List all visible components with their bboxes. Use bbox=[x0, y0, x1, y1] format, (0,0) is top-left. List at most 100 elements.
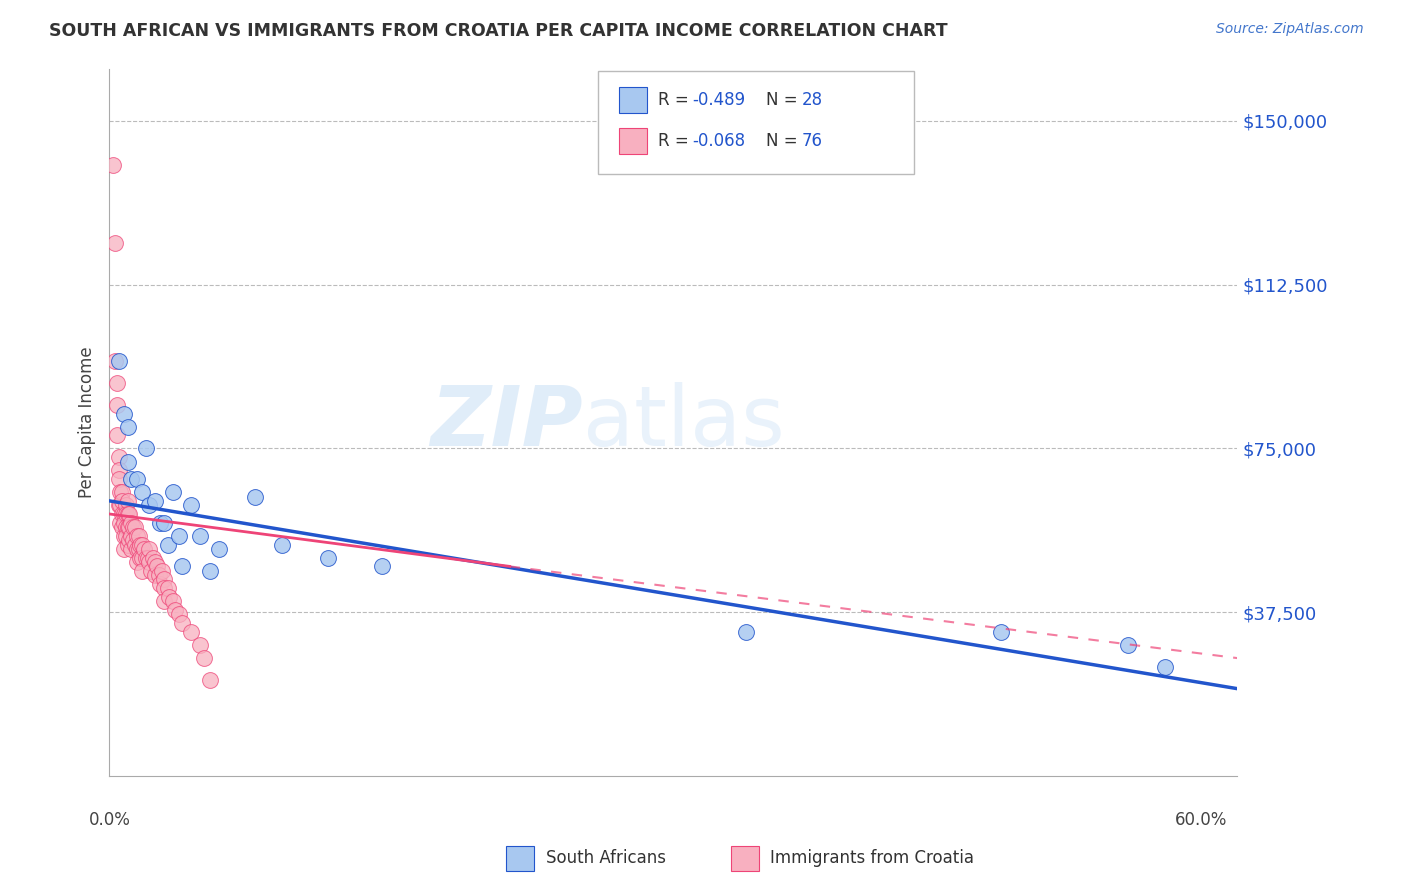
Point bbox=[105, 376, 128, 390]
Point bbox=[125, 529, 148, 543]
Point bbox=[271, 537, 294, 551]
Point bbox=[115, 520, 138, 534]
Point bbox=[172, 616, 194, 631]
Text: ZIP: ZIP bbox=[430, 382, 583, 463]
Point bbox=[105, 398, 128, 412]
Point bbox=[101, 158, 124, 172]
Point bbox=[120, 472, 142, 486]
Point bbox=[125, 555, 148, 569]
Point bbox=[198, 673, 221, 687]
Point bbox=[162, 594, 184, 608]
Point bbox=[142, 550, 165, 565]
Point bbox=[107, 450, 129, 465]
Point bbox=[138, 498, 160, 512]
Point bbox=[104, 236, 127, 251]
Point bbox=[316, 550, 339, 565]
Text: R =: R = bbox=[658, 91, 695, 109]
Text: 0.0%: 0.0% bbox=[89, 811, 131, 829]
Point bbox=[243, 490, 266, 504]
Point bbox=[115, 507, 138, 521]
Point bbox=[117, 454, 139, 468]
Text: Immigrants from Croatia: Immigrants from Croatia bbox=[770, 849, 974, 867]
Point bbox=[198, 564, 221, 578]
Point bbox=[120, 541, 142, 556]
Point bbox=[107, 463, 129, 477]
Point bbox=[153, 516, 176, 530]
Point bbox=[117, 494, 139, 508]
Text: atlas: atlas bbox=[583, 382, 785, 463]
Point bbox=[132, 541, 155, 556]
Point bbox=[110, 485, 132, 500]
Point bbox=[190, 529, 212, 543]
Text: South Africans: South Africans bbox=[546, 849, 665, 867]
Point bbox=[122, 520, 145, 534]
Point bbox=[167, 529, 190, 543]
Point bbox=[162, 485, 184, 500]
Point bbox=[107, 354, 129, 368]
Point bbox=[138, 541, 160, 556]
Point bbox=[190, 638, 212, 652]
Text: 60.0%: 60.0% bbox=[1175, 811, 1227, 829]
Point bbox=[172, 559, 194, 574]
Point bbox=[125, 541, 148, 556]
Point bbox=[111, 520, 134, 534]
Point bbox=[111, 494, 134, 508]
Point bbox=[118, 533, 141, 548]
Point bbox=[735, 624, 758, 639]
Point bbox=[111, 485, 134, 500]
Point bbox=[156, 581, 179, 595]
Point bbox=[110, 516, 132, 530]
Point bbox=[120, 516, 142, 530]
Point bbox=[124, 537, 146, 551]
Text: 28: 28 bbox=[801, 91, 823, 109]
Point bbox=[131, 564, 153, 578]
Point bbox=[118, 507, 141, 521]
Point bbox=[153, 594, 176, 608]
Text: R =: R = bbox=[658, 132, 695, 150]
Point bbox=[117, 419, 139, 434]
Point bbox=[131, 550, 153, 565]
Point bbox=[124, 520, 146, 534]
Point bbox=[112, 407, 135, 421]
Point bbox=[131, 485, 153, 500]
Text: SOUTH AFRICAN VS IMMIGRANTS FROM CROATIA PER CAPITA INCOME CORRELATION CHART: SOUTH AFRICAN VS IMMIGRANTS FROM CROATIA… bbox=[49, 22, 948, 40]
Point bbox=[148, 568, 170, 582]
Point bbox=[149, 577, 172, 591]
Point bbox=[117, 507, 139, 521]
Point bbox=[131, 537, 153, 551]
Point bbox=[143, 568, 166, 582]
Point bbox=[990, 624, 1012, 639]
Point bbox=[207, 541, 229, 556]
Point bbox=[167, 607, 190, 622]
Point bbox=[115, 498, 138, 512]
Point bbox=[129, 550, 152, 565]
Point bbox=[117, 537, 139, 551]
Point bbox=[128, 529, 150, 543]
Text: -0.068: -0.068 bbox=[692, 132, 745, 150]
Point bbox=[118, 520, 141, 534]
Point bbox=[150, 564, 173, 578]
Point bbox=[105, 428, 128, 442]
Text: N =: N = bbox=[766, 91, 803, 109]
Point bbox=[129, 537, 152, 551]
Point bbox=[128, 541, 150, 556]
Point bbox=[112, 541, 135, 556]
Point bbox=[135, 550, 157, 565]
Point bbox=[1153, 660, 1175, 674]
Point bbox=[143, 555, 166, 569]
Point bbox=[143, 494, 166, 508]
Point bbox=[107, 472, 129, 486]
Point bbox=[145, 559, 167, 574]
Point bbox=[149, 516, 172, 530]
Point bbox=[156, 537, 179, 551]
Point bbox=[125, 472, 148, 486]
Point bbox=[117, 520, 139, 534]
Point bbox=[120, 529, 142, 543]
Point bbox=[107, 498, 129, 512]
Point bbox=[122, 533, 145, 548]
Point bbox=[112, 529, 135, 543]
Text: Source: ZipAtlas.com: Source: ZipAtlas.com bbox=[1216, 22, 1364, 37]
Point bbox=[136, 550, 159, 565]
Y-axis label: Per Capita Income: Per Capita Income bbox=[79, 346, 96, 498]
Point bbox=[115, 529, 138, 543]
